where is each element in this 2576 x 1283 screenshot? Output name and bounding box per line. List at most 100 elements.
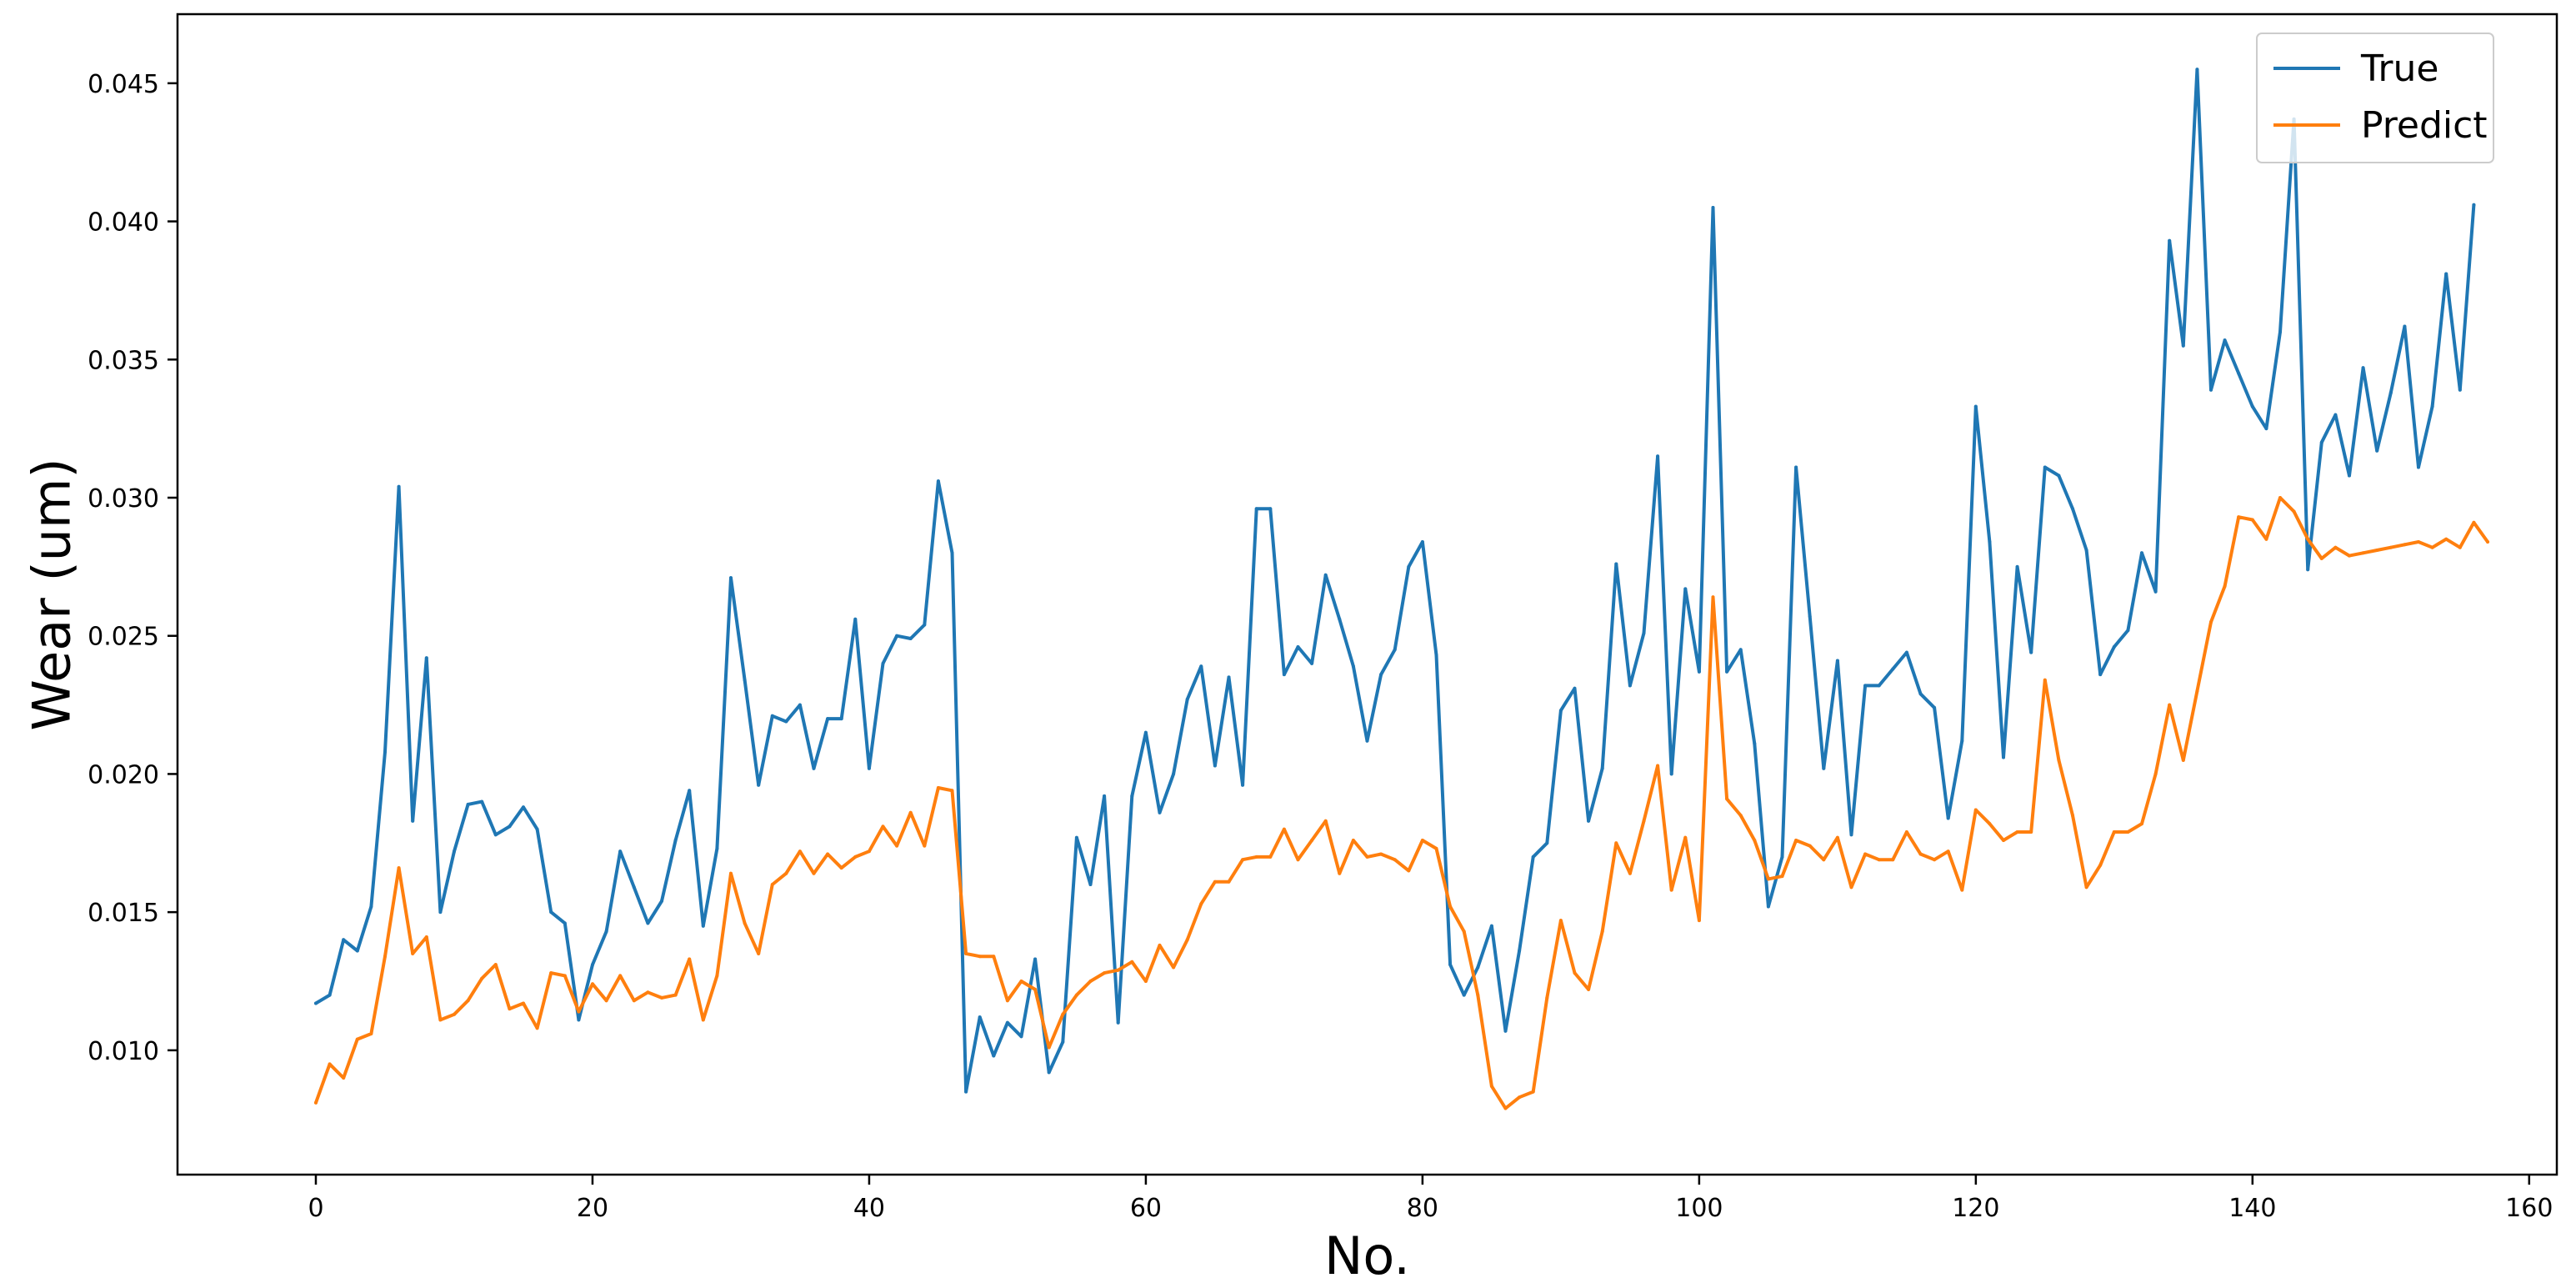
data-point-predict [1863, 852, 1868, 856]
data-point-true [1822, 766, 1826, 770]
data-point-predict [1587, 987, 1591, 991]
data-point-true [1185, 697, 1189, 701]
data-point-predict [453, 1012, 456, 1016]
data-point-predict [1268, 854, 1273, 859]
data-point-true [2057, 474, 2061, 478]
data-point-predict [369, 1032, 373, 1035]
data-point-predict [1738, 814, 1743, 818]
data-point-predict [688, 957, 692, 961]
data-point-true [314, 1001, 318, 1005]
data-point-true [2029, 650, 2033, 654]
data-point-predict [1310, 839, 1314, 842]
data-point-predict [2306, 537, 2310, 541]
data-point-true [577, 1018, 581, 1022]
data-point-true [2348, 474, 2351, 478]
data-point-true [1545, 841, 1549, 845]
data-point-true [2388, 391, 2393, 395]
data-point-predict [715, 974, 719, 978]
data-point-predict [839, 866, 843, 870]
data-point-predict [2444, 537, 2448, 541]
data-point-true [1725, 669, 1729, 674]
data-point-predict [355, 1037, 359, 1041]
data-point-true [1933, 705, 1937, 709]
data-point-true [328, 993, 332, 997]
data-point-true [1338, 617, 1342, 621]
data-point-predict [1462, 930, 1466, 934]
data-point-predict [1061, 1012, 1065, 1016]
data-point-predict [2278, 496, 2282, 499]
data-point-predict [853, 854, 858, 859]
data-point-true [701, 924, 705, 928]
y-tick-label: 0.045 [88, 70, 159, 99]
data-point-true [438, 910, 443, 915]
data-point-predict [2333, 545, 2338, 549]
data-point-true [784, 719, 788, 724]
data-point-predict [660, 995, 663, 1000]
data-point-predict [1628, 871, 1632, 875]
data-point-predict [2015, 830, 2019, 834]
data-point-true [729, 576, 733, 580]
data-point-predict [2375, 549, 2379, 552]
data-point-true [826, 717, 830, 721]
data-point-true [1227, 675, 1231, 679]
data-point-predict [2403, 543, 2407, 547]
x-tick-label: 100 [1675, 1194, 1723, 1223]
data-point-predict [2195, 689, 2199, 693]
data-point-true [1088, 883, 1093, 886]
x-tick-label: 140 [2228, 1194, 2276, 1223]
data-point-predict [1407, 869, 1411, 873]
data-point-true [1531, 854, 1535, 859]
data-point-true [1558, 709, 1563, 713]
data-point-predict [563, 974, 567, 978]
data-point-true [1143, 730, 1148, 734]
data-point-true [1904, 650, 1908, 654]
data-point-true [2140, 551, 2143, 555]
data-point-true [2333, 413, 2338, 417]
data-point-predict [1420, 839, 1424, 842]
data-point-true [1877, 684, 1881, 688]
data-point-predict [2071, 814, 2074, 818]
data-point-predict [1074, 993, 1078, 997]
data-point-predict [1946, 849, 1950, 854]
data-point-true [480, 799, 484, 804]
data-point-true [1711, 206, 1715, 209]
data-point-predict [2057, 758, 2061, 762]
data-point-predict [2250, 518, 2254, 522]
data-point-true [411, 819, 415, 823]
data-point-predict [1808, 844, 1812, 848]
data-point-predict [1476, 993, 1480, 997]
data-point-predict [328, 1062, 332, 1066]
data-point-true [1005, 1020, 1009, 1025]
data-point-predict [1199, 902, 1203, 906]
data-point-true [1863, 684, 1868, 688]
legend-label-predict: Predict [2361, 104, 2488, 147]
y-tick-label: 0.030 [88, 484, 159, 514]
data-point-true [1172, 772, 1176, 776]
data-point-predict [1338, 871, 1342, 875]
x-tick-label: 20 [577, 1194, 608, 1223]
data-point-true [1518, 949, 1522, 953]
data-point-true [2278, 330, 2282, 334]
x-axis-label: No. [1324, 1225, 1410, 1283]
data-point-true [1351, 664, 1355, 669]
data-point-predict [1158, 943, 1162, 947]
data-point-true [1379, 673, 1383, 677]
data-point-predict [729, 871, 733, 875]
data-point-predict [1005, 999, 1009, 1003]
x-tick-label: 160 [2505, 1194, 2553, 1223]
data-point-true [812, 766, 816, 770]
data-point-true [1891, 667, 1895, 671]
data-point-true [1476, 965, 1480, 970]
y-tick-label: 0.040 [88, 208, 159, 238]
data-point-predict [923, 844, 927, 848]
series-predict [314, 496, 2489, 1110]
data-point-predict [2388, 545, 2393, 549]
data-point-true [2168, 238, 2172, 243]
x-axis: 0 20 40 60 80 100 120 140 160 [308, 1175, 2553, 1223]
data-point-predict [798, 849, 802, 854]
data-point-true [646, 921, 650, 925]
data-point-true [2403, 324, 2407, 328]
y-tick-label: 0.020 [88, 760, 159, 789]
